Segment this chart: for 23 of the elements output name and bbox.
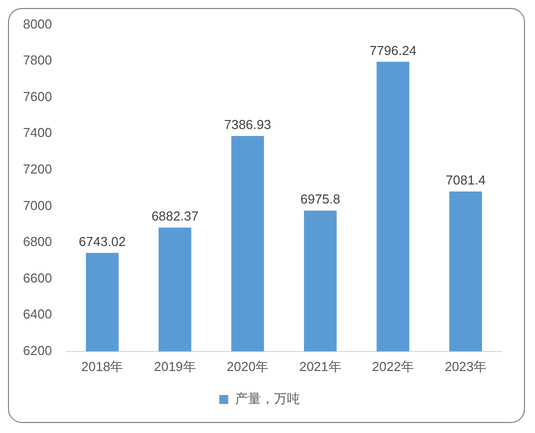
y-tick-label: 6800	[23, 234, 52, 250]
y-tick-label: 6200	[23, 342, 52, 358]
x-tick-label: 2020年	[226, 358, 269, 374]
x-tick-label: 2023年	[444, 358, 487, 374]
y-tick-label: 6600	[23, 270, 52, 286]
data-label: 7796.24	[369, 42, 416, 58]
data-label: 6882.37	[151, 208, 198, 224]
data-label: 6743.02	[78, 234, 126, 249]
y-tick-label: 8000	[23, 16, 52, 32]
y-tick-label: 7000	[23, 198, 52, 213]
x-tick-label: 2019年	[154, 358, 196, 374]
y-tick-label: 7800	[23, 52, 52, 68]
y-tick-label: 7200	[23, 162, 52, 177]
data-label: 7386.93	[224, 117, 272, 132]
x-tick-label: 2021年	[299, 358, 342, 374]
x-tick-label: 2022年	[372, 358, 414, 374]
legend-label: 产量，万吨	[234, 391, 300, 406]
data-label: 6975.8	[300, 192, 340, 207]
y-tick-label: 7600	[23, 88, 52, 104]
y-tick-label: 6400	[23, 306, 52, 322]
data-label: 7081.4	[446, 172, 486, 188]
x-tick-label: 2018年	[81, 358, 124, 374]
y-tick-label: 7400	[23, 125, 52, 140]
